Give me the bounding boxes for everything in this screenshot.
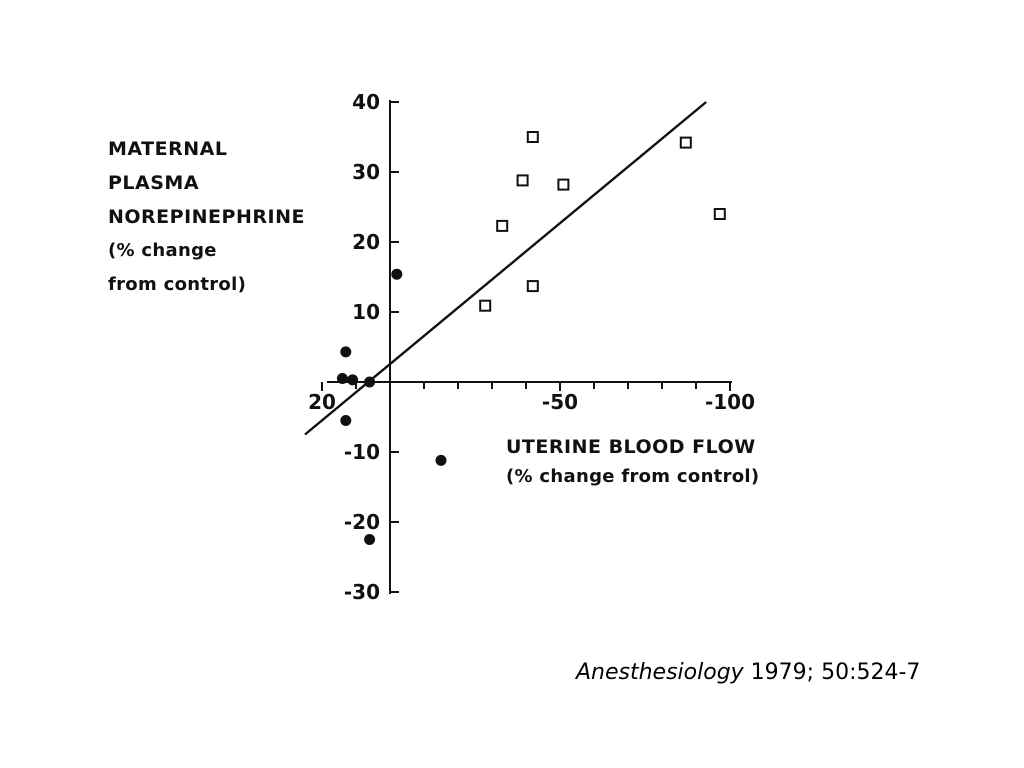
y-axis-label-line-5: from control)	[108, 274, 247, 295]
data-point-circle	[391, 268, 403, 280]
y-axis-label-line-3: NOREPINEPHRINE	[108, 206, 305, 228]
y-ticks: 40 30 20 10 -10 -20 -30	[344, 90, 399, 604]
y-tick-label: 40	[352, 90, 380, 114]
y-axis-label-line-2: PLASMA	[108, 172, 200, 194]
citation-details: 1979; 50:524-7	[743, 660, 921, 685]
data-point-square	[479, 299, 492, 312]
data-point-square	[713, 208, 726, 220]
y-axis-label-line-1: MATERNAL	[108, 138, 228, 160]
x-tick-label: -100	[705, 390, 755, 414]
data-point-circle	[364, 534, 376, 545]
data-points	[336, 131, 726, 545]
data-point-square	[516, 174, 529, 187]
y-axis-label-line-4: (% change	[108, 240, 217, 261]
x-axis-label-title: UTERINE BLOOD FLOW	[506, 436, 756, 458]
y-axis-label: MATERNAL PLASMA NOREPINEPHRINE (% change…	[108, 132, 305, 302]
data-point-square	[679, 136, 692, 149]
y-tick-label: -20	[344, 510, 380, 534]
axes	[327, 100, 732, 594]
data-point-circle	[340, 346, 352, 358]
y-tick-label: 20	[352, 230, 380, 254]
data-point-circle	[336, 373, 348, 384]
data-point-square	[526, 280, 539, 293]
data-point-circle	[340, 415, 352, 426]
data-point-circle	[435, 454, 447, 466]
citation: Anesthesiology 1979; 50:524-7	[576, 660, 920, 685]
x-ticks: 20 -50 -100	[308, 382, 755, 414]
y-tick-label: 10	[352, 300, 380, 324]
x-axis-label: UTERINE BLOOD FLOW (% change from contro…	[506, 432, 759, 492]
x-axis-label-unit: (% change from control)	[506, 466, 760, 487]
data-point-square	[526, 131, 539, 143]
data-point-square	[496, 219, 509, 232]
x-tick-label: -50	[542, 390, 578, 414]
y-tick-label: -30	[344, 580, 380, 604]
data-point-circle	[347, 374, 359, 386]
x-tick-label: 20	[308, 390, 336, 414]
data-point-circle	[364, 376, 376, 388]
data-point-square	[557, 178, 570, 191]
citation-journal: Anesthesiology	[576, 660, 744, 685]
y-tick-label: 30	[352, 160, 380, 184]
y-tick-label: -10	[344, 440, 380, 464]
